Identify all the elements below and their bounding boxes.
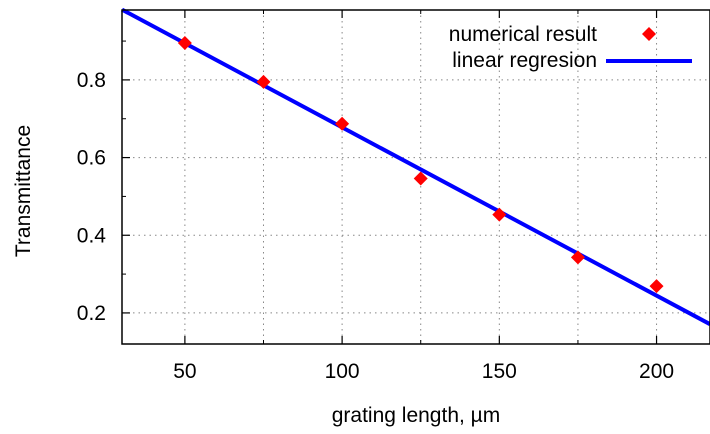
- plot-frame: [121, 9, 710, 345]
- data-point: [492, 207, 507, 222]
- x-tick-label: 200: [639, 360, 674, 383]
- data-point: [335, 116, 350, 131]
- legend: numerical result linear regresion: [449, 23, 692, 72]
- data-points-layer: [177, 36, 664, 294]
- data-point: [649, 279, 664, 294]
- legend-marker-numerical-result: [642, 27, 656, 41]
- grid-lines: [122, 10, 710, 344]
- y-tick-label: 0.8: [77, 69, 106, 92]
- y-axis-title: Transmittance: [12, 125, 35, 257]
- data-point: [256, 74, 271, 89]
- x-tick-label: 150: [482, 360, 517, 383]
- x-axis-title: grating length, µm: [332, 404, 501, 427]
- axis-ticks: [122, 10, 658, 344]
- data-point: [413, 171, 428, 186]
- y-tick-label: 0.2: [77, 302, 106, 325]
- y-tick-label: 0.6: [77, 147, 106, 170]
- regression-line: [121, 7, 710, 326]
- legend-label-numerical-result: numerical result: [449, 23, 597, 46]
- data-point: [570, 250, 585, 265]
- legend-label-linear-regresion: linear regresion: [452, 49, 597, 72]
- regression-line-layer: [121, 7, 710, 326]
- x-tick-label: 100: [325, 360, 360, 383]
- x-tick-label: 50: [173, 360, 196, 383]
- data-point: [177, 36, 192, 51]
- tick-labels: 50 100 150 200 0.2 0.4 0.6 0.8: [77, 69, 674, 383]
- y-tick-label: 0.4: [77, 224, 107, 247]
